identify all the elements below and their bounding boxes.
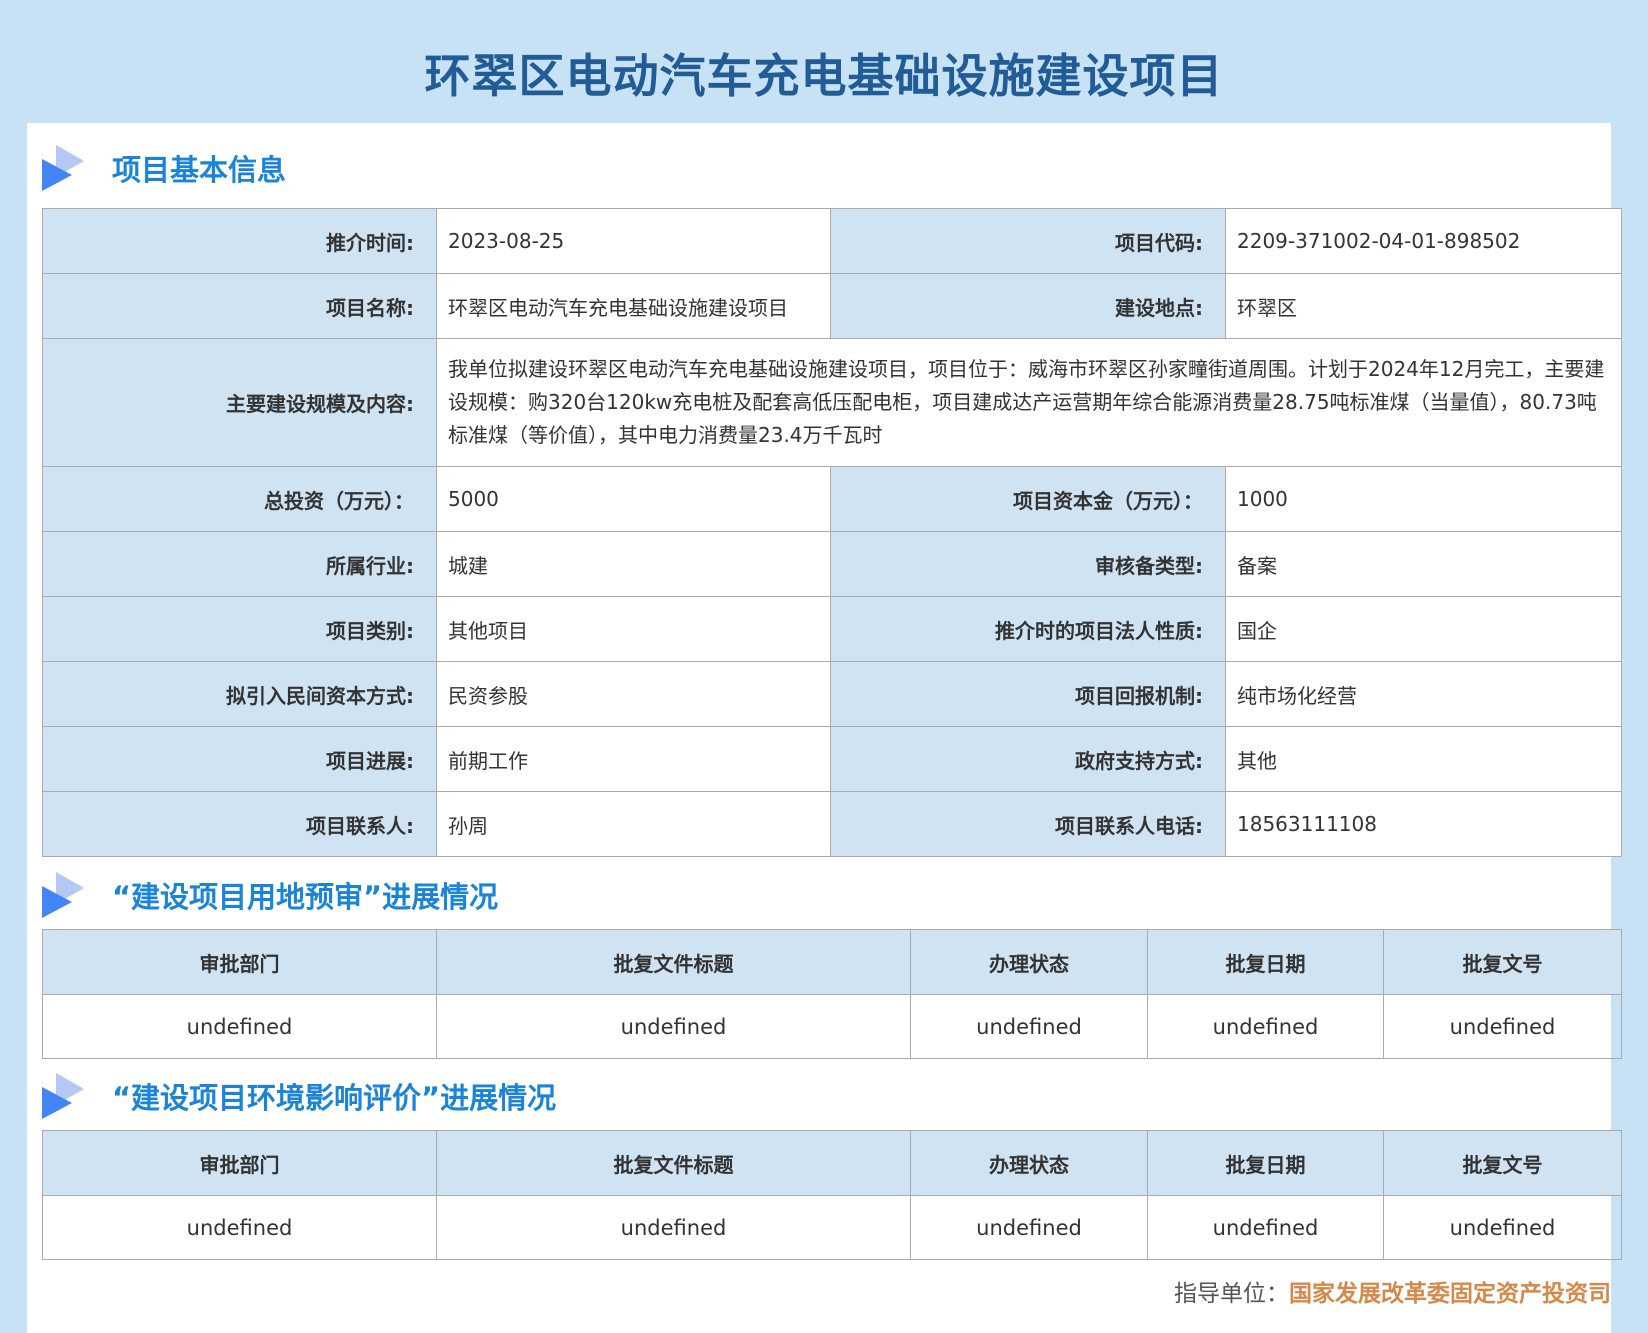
value: 备案 bbox=[1225, 531, 1622, 597]
cell: undefined bbox=[436, 994, 911, 1059]
table-header-row: 审批部门 批复文件标题 办理状态 批复日期 批复文号 bbox=[42, 929, 1622, 995]
footer-label: 指导单位： bbox=[1174, 1281, 1289, 1307]
cell: undefined bbox=[910, 1195, 1148, 1260]
basic-info-table: 推介时间: 2023-08-25 项目代码: 2209-371002-04-01-89… bbox=[42, 208, 1622, 857]
table-row: 项目类别: 其他项目 推介时的项目法人性质: 国企 bbox=[42, 596, 1622, 662]
column-header: 批复日期 bbox=[1147, 929, 1384, 995]
cell: undefined bbox=[42, 1195, 437, 1260]
column-header: 审批部门 bbox=[42, 929, 437, 995]
label: 项目名称: bbox=[42, 273, 437, 339]
env-review-table: 审批部门 批复文件标题 办理状态 批复日期 批复文号 undefined undefine… bbox=[42, 1130, 1622, 1260]
page-title: 环翠区电动汽车充电基础设施建设项目 bbox=[424, 49, 1224, 103]
table-row: 项目联系人: 孙周 项目联系人电话: 18563111108 bbox=[42, 791, 1622, 857]
label: 所属行业: bbox=[42, 531, 437, 597]
label: 项目联系人: bbox=[42, 791, 437, 857]
section-title: 项目基本信息 bbox=[112, 153, 287, 187]
label: 项目资本金（万元）： bbox=[830, 466, 1226, 532]
value: 纯市场化经营 bbox=[1225, 661, 1622, 727]
value: 其他 bbox=[1225, 726, 1622, 792]
cell: undefined bbox=[436, 1195, 911, 1260]
cell: undefined bbox=[1383, 994, 1622, 1059]
table-row: 总投资（万元）： 5000 项目资本金（万元）： 1000 bbox=[42, 466, 1622, 532]
table-row: 项目名称: 环翠区电动汽车充电基础设施建设项目 建设地点: 环翠区 bbox=[42, 273, 1622, 339]
footer: 指导单位：国家发展改革委固定资产投资司 bbox=[1174, 1274, 1611, 1308]
table-row: 项目进展: 前期工作 政府支持方式: 其他 bbox=[42, 726, 1622, 792]
value: 环翠区 bbox=[1225, 273, 1622, 339]
value: 5000 bbox=[436, 466, 831, 532]
value: 18563111108 bbox=[1225, 791, 1622, 857]
value: 1000 bbox=[1225, 466, 1622, 532]
label: 项目进展: bbox=[42, 726, 437, 792]
label: 总投资（万元）： bbox=[42, 466, 437, 532]
play-icon bbox=[42, 145, 88, 191]
column-header: 办理状态 bbox=[910, 929, 1148, 995]
label: 推介时的项目法人性质: bbox=[830, 596, 1226, 662]
cell: undefined bbox=[1383, 1195, 1622, 1260]
table-row: 所属行业: 城建 审核备类型: 备案 bbox=[42, 531, 1622, 597]
column-header: 办理状态 bbox=[910, 1130, 1148, 1196]
cell: undefined bbox=[1147, 994, 1384, 1059]
value: 民资参股 bbox=[436, 661, 831, 727]
value: 2023-08-25 bbox=[436, 208, 831, 274]
table-row: 主要建设规模及内容: 我单位拟建设环翠区电动汽车充电基础设施建设项目，项目位于：威… bbox=[42, 338, 1622, 467]
section-title: “建设项目环境影响评价”进展情况 bbox=[112, 1081, 557, 1115]
label: 项目联系人电话: bbox=[830, 791, 1226, 857]
section-title: “建设项目用地预审”进展情况 bbox=[112, 880, 499, 914]
column-header: 批复文件标题 bbox=[436, 929, 911, 995]
label: 主要建设规模及内容: bbox=[42, 338, 437, 467]
cell: undefined bbox=[42, 994, 437, 1059]
table-row: undefined undefined undefined undefined unde… bbox=[42, 994, 1622, 1059]
play-icon bbox=[42, 872, 88, 918]
cell: undefined bbox=[1147, 1195, 1384, 1260]
label: 项目类别: bbox=[42, 596, 437, 662]
footer-org: 国家发展改革委固定资产投资司 bbox=[1289, 1281, 1611, 1307]
label: 拟引入民间资本方式: bbox=[42, 661, 437, 727]
land-review-table: 审批部门 批复文件标题 办理状态 批复日期 批复文号 undefined undefine… bbox=[42, 929, 1622, 1059]
column-header: 批复文件标题 bbox=[436, 1130, 911, 1196]
label: 建设地点: bbox=[830, 273, 1226, 339]
table-row: undefined undefined undefined undefined unde… bbox=[42, 1195, 1622, 1260]
label: 政府支持方式: bbox=[830, 726, 1226, 792]
label: 审核备类型: bbox=[830, 531, 1226, 597]
value: 孙周 bbox=[436, 791, 831, 857]
table-header-row: 审批部门 批复文件标题 办理状态 批复日期 批复文号 bbox=[42, 1130, 1622, 1196]
label: 推介时间: bbox=[42, 208, 437, 274]
table-row: 拟引入民间资本方式: 民资参股 项目回报机制: 纯市场化经营 bbox=[42, 661, 1622, 727]
value: 前期工作 bbox=[436, 726, 831, 792]
content-panel: 项目基本信息 推介时间: 2023-08-25 项目代码: 2209-371002-0… bbox=[27, 123, 1622, 1333]
value: 2209-371002-04-01-898502 bbox=[1225, 208, 1622, 274]
column-header: 审批部门 bbox=[42, 1130, 437, 1196]
label: 项目代码: bbox=[830, 208, 1226, 274]
label: 项目回报机制: bbox=[830, 661, 1226, 727]
value: 环翠区电动汽车充电基础设施建设项目 bbox=[436, 273, 831, 339]
section-header-land: “建设项目用地预审”进展情况 bbox=[42, 870, 498, 920]
column-header: 批复文号 bbox=[1383, 929, 1622, 995]
column-header: 批复日期 bbox=[1147, 1130, 1384, 1196]
value: 城建 bbox=[436, 531, 831, 597]
value: 国企 bbox=[1225, 596, 1622, 662]
value: 其他项目 bbox=[436, 596, 831, 662]
section-header-env: “建设项目环境影响评价”进展情况 bbox=[42, 1071, 556, 1121]
column-header: 批复文号 bbox=[1383, 1130, 1622, 1196]
table-row: 推介时间: 2023-08-25 项目代码: 2209-371002-04-01-89… bbox=[42, 208, 1622, 274]
section-header-basic: 项目基本信息 bbox=[42, 143, 286, 193]
cell: undefined bbox=[910, 994, 1148, 1059]
play-icon bbox=[42, 1073, 88, 1119]
value: 我单位拟建设环翠区电动汽车充电基础设施建设项目，项目位于：威海市环翠区孙家疃街道… bbox=[436, 338, 1622, 467]
